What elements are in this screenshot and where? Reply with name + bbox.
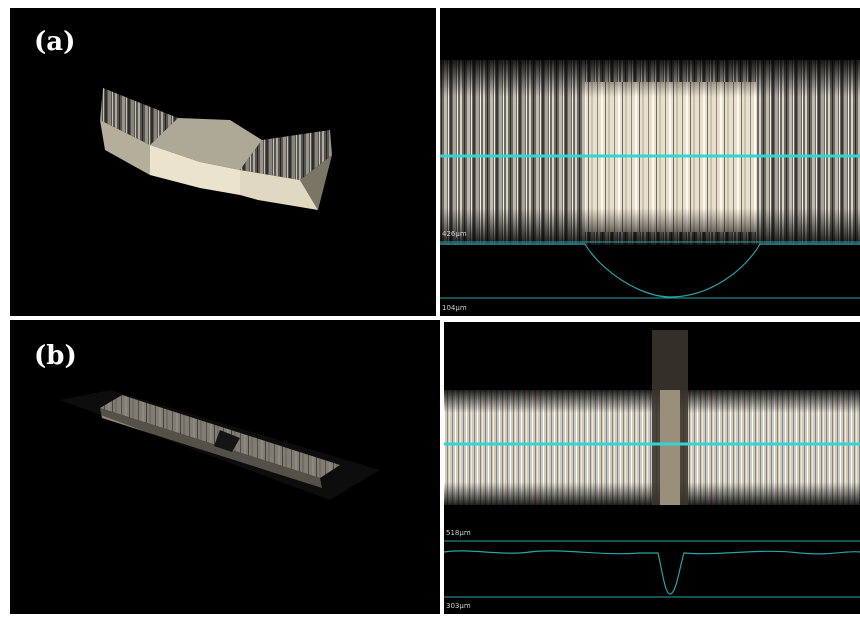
panel-b: (b) 518µm 303µm — [10, 320, 860, 614]
scale-label: 303µm — [446, 602, 471, 610]
scale-label: 104µm — [442, 304, 467, 312]
panel-label: (a) — [34, 27, 75, 57]
figure: (a) 426µm 104µm (b) — [0, 0, 860, 624]
scale-label: 518µm — [446, 529, 471, 537]
panel-a: (a) 426µm 104µm — [10, 8, 860, 316]
panel-label: (b) — [34, 341, 77, 371]
scale-label: 426µm — [442, 230, 467, 238]
